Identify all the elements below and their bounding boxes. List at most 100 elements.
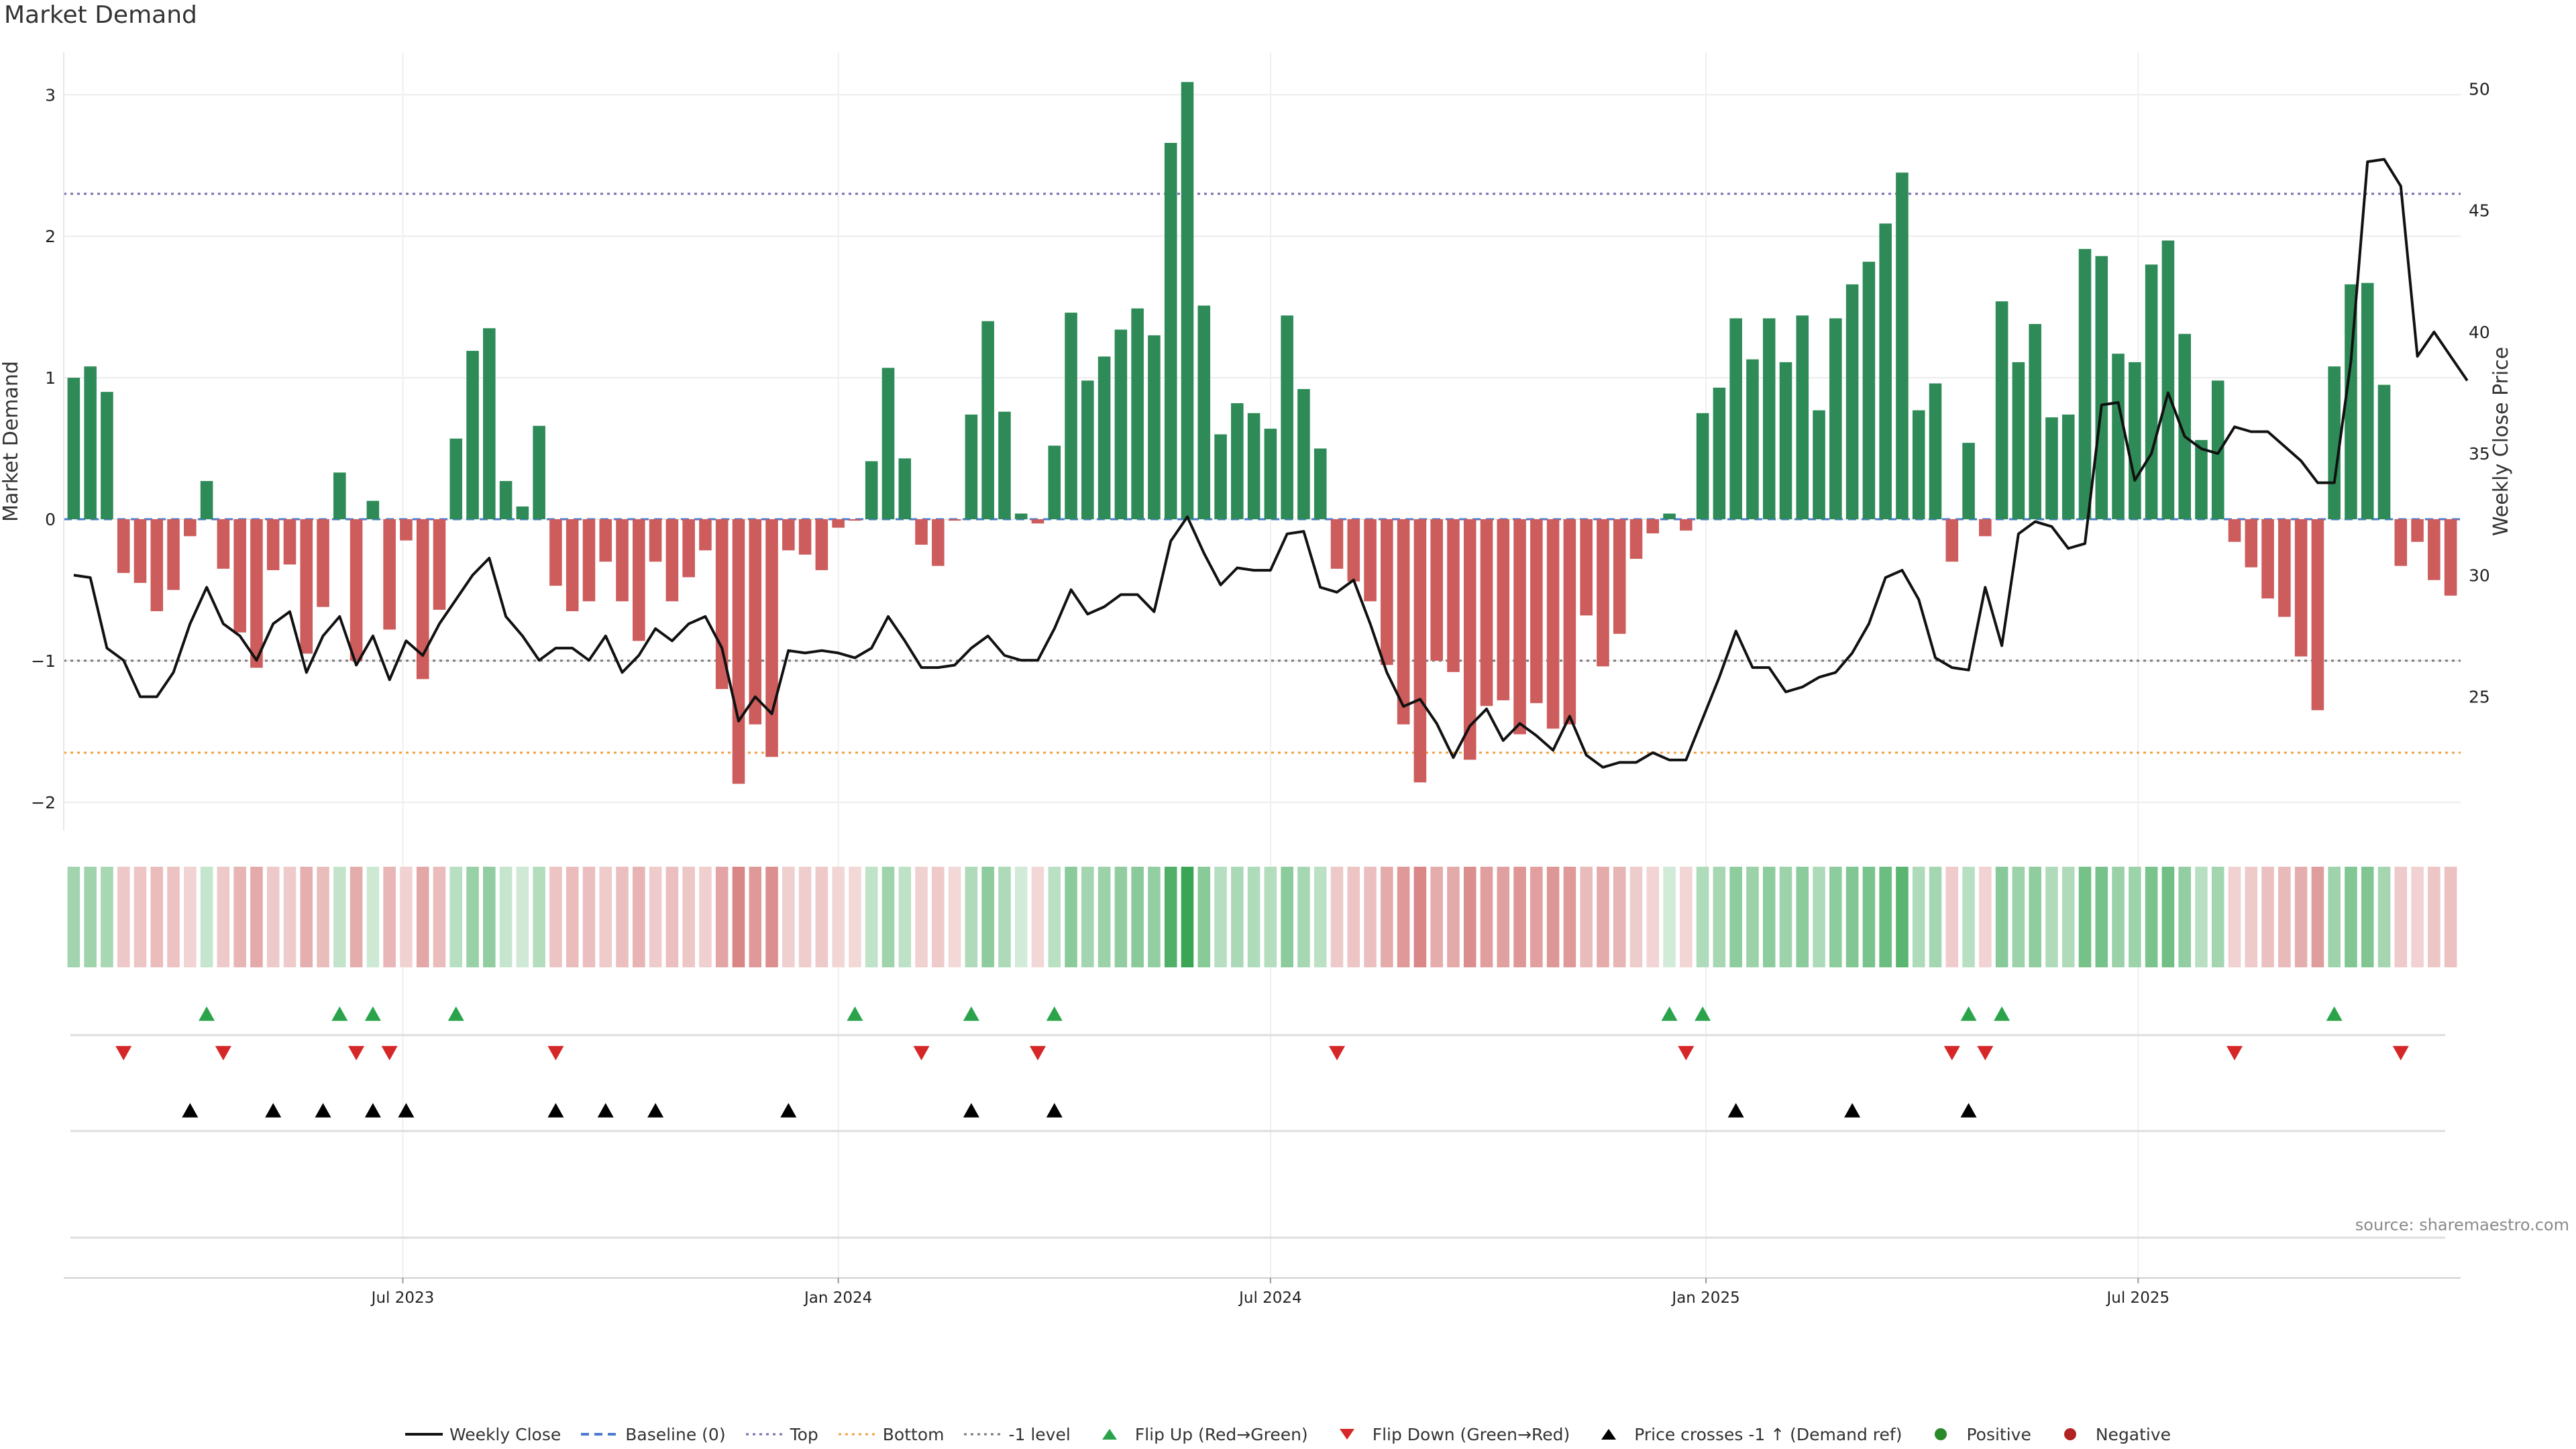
demand-bar	[1597, 519, 1609, 667]
heatmap-cell	[2228, 867, 2241, 967]
legend-label: Flip Down (Green→Red)	[1372, 1424, 1570, 1444]
heatmap-cell	[1181, 867, 1194, 967]
demand-bar	[1031, 519, 1044, 524]
demand-bar	[2045, 417, 2058, 519]
legend-swatch-icon	[1922, 1428, 1960, 1441]
x-axis: Jul 2023 Jan 2024 Jul 2024 Jan 2025 Jul 2025	[64, 1277, 2461, 1307]
heatmap-cell	[782, 867, 795, 967]
demand-bar	[1879, 223, 1892, 519]
legend-swatch-icon	[745, 1428, 784, 1441]
flip-up-marker	[447, 1006, 464, 1021]
legend-label: Positive	[1966, 1424, 2031, 1444]
heatmap-cell	[2112, 867, 2125, 967]
heatmap-cell	[1164, 867, 1177, 967]
heatmap-cell	[1729, 867, 1742, 967]
demand-bar	[1513, 519, 1526, 735]
heatmap-cell	[1281, 867, 1293, 967]
x-tick-label: Jul 2023	[370, 1289, 435, 1307]
heatmap-cell	[915, 867, 928, 967]
demand-bar	[865, 461, 878, 519]
heatmap-cell	[350, 867, 363, 967]
legend-label: Bottom	[882, 1424, 945, 1444]
demand-bar	[1962, 443, 1975, 519]
heatmap-cell	[366, 867, 380, 967]
heatmap-cell	[1912, 867, 1925, 967]
legend-item: Negative	[2051, 1425, 2171, 1444]
heatmap-cell	[200, 867, 213, 967]
demand-bars	[67, 82, 2457, 784]
legend-label: Negative	[2095, 1424, 2171, 1444]
demand-bar	[2377, 384, 2391, 519]
demand-bar	[898, 458, 912, 519]
heatmap-cell	[250, 867, 263, 967]
demand-bar	[1065, 313, 1077, 519]
demand-bar	[2078, 249, 2092, 519]
heatmap-cell	[633, 867, 645, 967]
price-cross-marker	[182, 1103, 199, 1118]
legend-item: Bottom	[838, 1424, 945, 1444]
heatmap-cell	[1114, 867, 1128, 967]
heatmap-cell	[1131, 867, 1144, 967]
demand-bar	[998, 411, 1011, 519]
legend-item: -1 level	[964, 1425, 1071, 1444]
heatmap-cell	[133, 867, 147, 967]
heatmap-cell	[150, 867, 164, 967]
heatmap-cell	[1447, 867, 1460, 967]
demand-bar	[1813, 410, 1825, 519]
heatmap-cell	[233, 867, 246, 967]
demand-bar	[2245, 519, 2258, 568]
demand-bar	[1713, 387, 1726, 519]
heatmap-cell	[1247, 867, 1260, 967]
heatmap-cell	[2294, 867, 2308, 967]
flip-down-marker	[1329, 1046, 1346, 1061]
axes: −2 −1 0 1 2 3 Market Demand 25 30 35 40 45 50 Weekly …	[0, 52, 2513, 830]
y-tick-label: 2	[45, 227, 56, 246]
demand-bar	[2211, 380, 2224, 519]
heatmap-cell	[1264, 867, 1277, 967]
legend-label: Top	[790, 1424, 818, 1444]
flip-down-marker	[115, 1046, 132, 1061]
heatmap-cell	[117, 867, 130, 967]
heatmap-cell	[317, 867, 329, 967]
legend: Weekly Close Baseline (0) Top Bottom -1 leve…	[0, 1421, 2576, 1448]
demand-bar	[1330, 519, 1344, 569]
demand-bar	[67, 378, 80, 519]
demand-bar	[1231, 403, 1244, 519]
heatmap-cell	[832, 867, 845, 967]
demand-bar	[2161, 240, 2175, 519]
demand-bar	[1912, 410, 1925, 519]
flip-up-marker	[331, 1006, 348, 1021]
heatmap-cell	[2394, 867, 2408, 967]
demand-bar	[366, 500, 380, 519]
legend-label: Weekly Close	[449, 1424, 561, 1444]
y2-tick-label: 35	[2469, 444, 2490, 464]
x-tick-label: Jan 2024	[803, 1289, 872, 1307]
heatmap-cell	[898, 867, 912, 967]
demand-bar	[732, 519, 745, 784]
heatmap-cell	[1231, 867, 1244, 967]
demand-bar	[184, 519, 197, 537]
heatmap-cell	[2278, 867, 2291, 967]
price-cross-marker	[963, 1103, 979, 1118]
heatmap-cell	[101, 867, 113, 967]
demand-bar	[633, 519, 645, 641]
price-cross-marker	[364, 1103, 381, 1118]
x-tick-label: Jul 2024	[1238, 1289, 1302, 1307]
heatmap-cell	[2211, 867, 2224, 967]
legend-swatch-icon	[838, 1428, 876, 1441]
demand-bar	[1762, 318, 1776, 519]
demand-bar	[682, 519, 695, 578]
demand-bar	[1629, 519, 1643, 559]
heatmap-cell	[1413, 867, 1427, 967]
heatmap-cell	[1330, 867, 1344, 967]
demand-bar	[266, 519, 280, 570]
demand-bar	[1081, 380, 1094, 519]
heatmap-cell	[1629, 867, 1643, 967]
demand-bar	[499, 481, 513, 519]
flip-up-marker	[2326, 1006, 2343, 1021]
heatmap-cell	[1796, 867, 1809, 967]
heatmap-cell	[533, 867, 545, 967]
demand-bar	[350, 519, 363, 661]
heatmap-cell	[865, 867, 878, 967]
demand-bar	[1497, 519, 1510, 700]
